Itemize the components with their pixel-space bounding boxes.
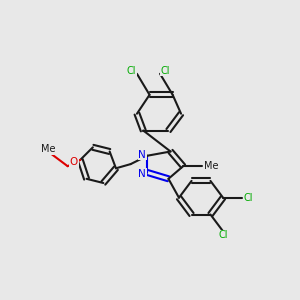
Text: Cl: Cl	[244, 193, 253, 203]
Text: Me: Me	[41, 144, 56, 154]
Text: Cl: Cl	[127, 66, 136, 76]
Text: Cl: Cl	[160, 66, 170, 76]
Text: N: N	[138, 169, 146, 178]
Text: Me: Me	[204, 161, 219, 171]
Text: O: O	[70, 157, 78, 167]
Text: Cl: Cl	[218, 230, 228, 241]
Text: N: N	[138, 150, 146, 160]
